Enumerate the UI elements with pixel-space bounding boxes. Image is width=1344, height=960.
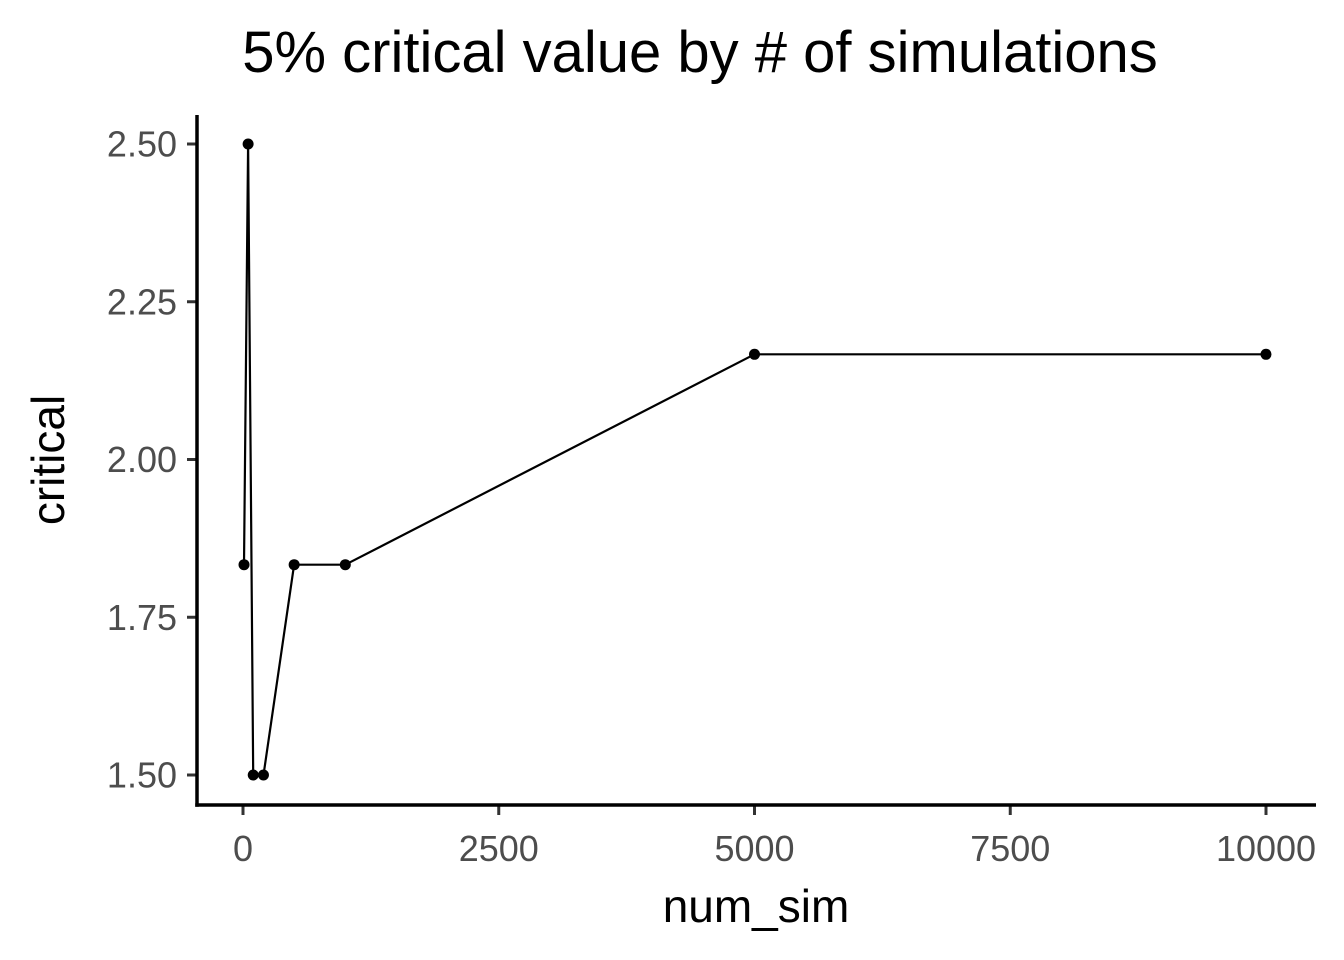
y-tick-label: 1.50 <box>107 755 177 796</box>
x-axis-title: num_sim <box>663 880 850 932</box>
x-tick-label: 10000 <box>1216 828 1316 869</box>
series-line <box>242 143 1266 777</box>
x-tick-label: 5000 <box>714 828 794 869</box>
y-tick-label: 1.75 <box>107 597 177 638</box>
y-tick-label: 2.00 <box>107 439 177 480</box>
y-tick-label: 2.50 <box>107 124 177 165</box>
data-point <box>749 348 760 360</box>
plot-area: 1.50 1.75 2.00 2.25 2.50 0 2500 5000 7500 10000 <box>107 115 1316 869</box>
data-point <box>242 138 254 150</box>
data-point <box>1260 348 1272 360</box>
chart-title: 5% critical value by # of simulations <box>242 20 1158 85</box>
data-point <box>238 559 250 571</box>
data-point <box>288 559 300 571</box>
y-tick-label: 2.25 <box>107 281 177 322</box>
x-axis-ticks: 0 2500 5000 7500 10000 <box>233 805 1316 869</box>
data-point <box>247 769 259 781</box>
data-point <box>257 769 269 781</box>
y-axis-title: critical <box>22 395 74 525</box>
y-axis-ticks: 1.50 1.75 2.00 2.25 2.50 <box>107 124 197 796</box>
data-point <box>339 559 351 571</box>
x-tick-label: 0 <box>233 828 253 869</box>
x-tick-label: 7500 <box>970 828 1050 869</box>
data-points <box>238 138 1272 781</box>
x-tick-label: 2500 <box>459 828 539 869</box>
